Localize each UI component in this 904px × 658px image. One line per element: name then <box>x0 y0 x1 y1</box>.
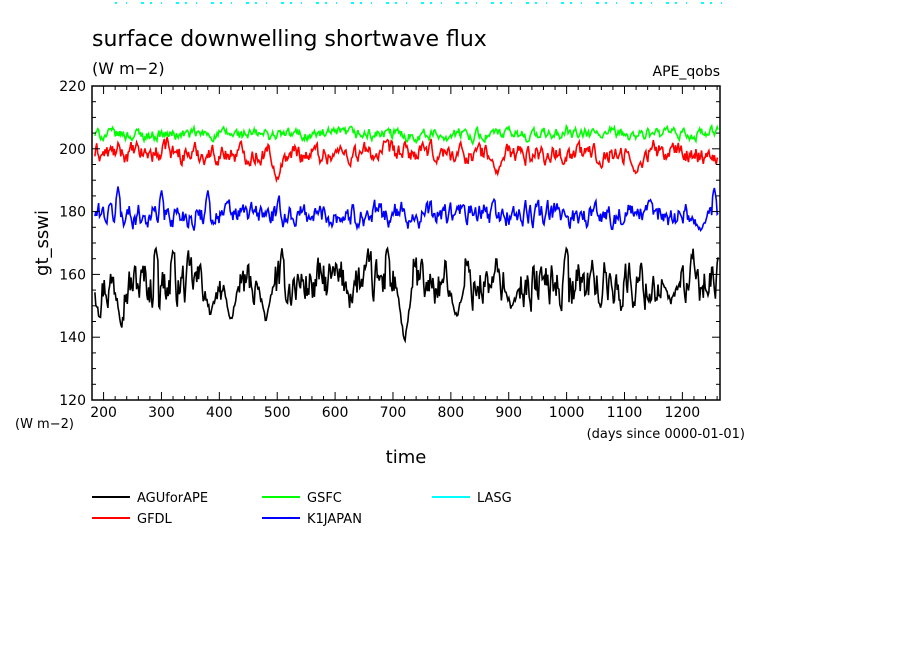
series-group <box>94 123 719 344</box>
series-line-aguforape <box>94 246 719 344</box>
legend-label: GSFC <box>307 491 342 506</box>
x-tick-label: 1200 <box>665 405 701 421</box>
x-tick-label: 800 <box>437 405 464 421</box>
legend-label: GFDL <box>137 512 173 527</box>
x-axis-label: time <box>386 447 427 468</box>
x-units-label: (days since 0000-01-01) <box>587 427 745 442</box>
legend-label: K1JAPAN <box>307 512 362 527</box>
y-tick-label: 220 <box>59 79 86 95</box>
chart-subtitle: (W m−2) <box>92 59 165 78</box>
y-axis-label: gt_sswi <box>32 210 53 276</box>
legend-label: AGUforAPE <box>137 491 208 506</box>
chart-title: surface downwelling shortwave flux <box>92 27 487 52</box>
x-tick-label: 900 <box>495 405 522 421</box>
series-line-gfdl <box>94 136 719 184</box>
x-tick-label: 600 <box>322 405 349 421</box>
y-tick-label: 120 <box>59 393 86 409</box>
legend: AGUforAPE GFDL GSFC K1JAPAN LASG <box>92 491 512 527</box>
y-tick-label: 200 <box>59 142 86 158</box>
x-tick-label: 1100 <box>607 405 643 421</box>
x-axis: 200 300 400 500 600 700 800 900 1000 1100 1200 <box>90 86 718 421</box>
y-units-label: (W m−2) <box>15 417 74 432</box>
y-tick-label: 140 <box>59 330 86 346</box>
y-tick-label: 180 <box>59 205 86 221</box>
series-line-k1japan <box>94 186 719 232</box>
legend-label: LASG <box>477 491 512 506</box>
y-tick-label: 160 <box>59 267 86 283</box>
x-tick-label: 300 <box>148 405 175 421</box>
plot-frame <box>91 85 721 401</box>
x-tick-label: 200 <box>90 405 117 421</box>
x-tick-label: 500 <box>264 405 291 421</box>
series-line-gsfc <box>94 123 719 146</box>
dataset-label: APE_qobs <box>653 64 721 80</box>
x-tick-label: 700 <box>380 405 407 421</box>
x-tick-label: 1000 <box>549 405 585 421</box>
y-axis: 120 140 160 180 200 220 <box>59 79 720 409</box>
x-tick-label: 400 <box>206 405 233 421</box>
